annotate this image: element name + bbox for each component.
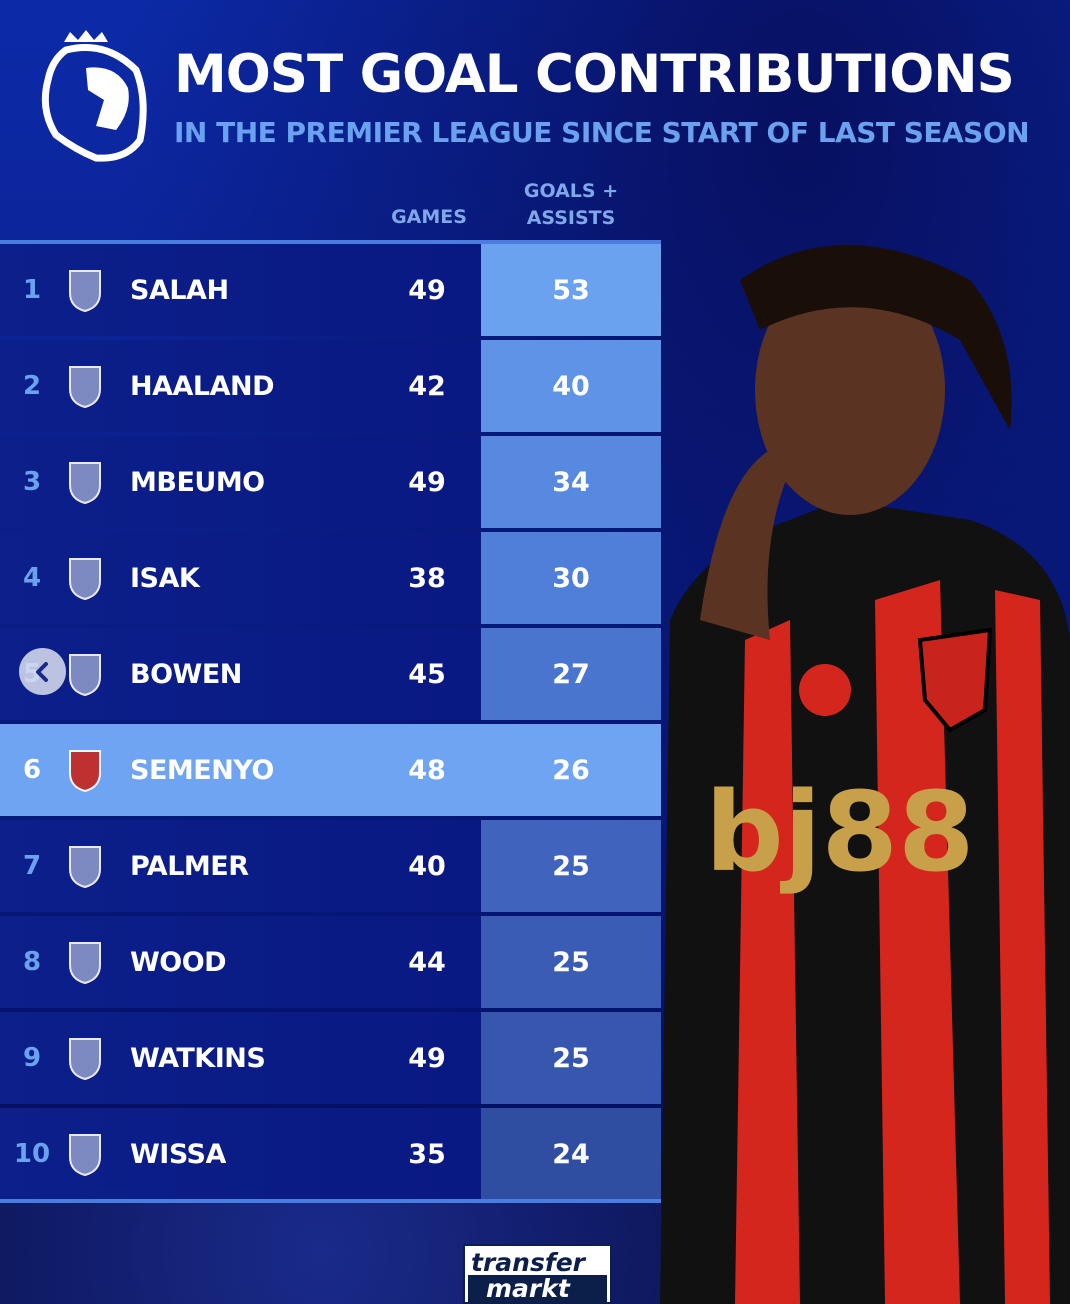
column-header-games: GAMES xyxy=(391,206,467,228)
table-row: 10 WISSA 35 24 xyxy=(0,1108,661,1200)
games-value: 40 xyxy=(408,850,446,882)
table-row: 1 SALAH 49 53 xyxy=(0,244,661,336)
goals-assists-value: 25 xyxy=(481,916,661,1008)
club-crest-icon xyxy=(69,654,101,697)
sponsor-text: bj88 xyxy=(705,768,975,896)
page-title: MOST GOAL CONTRIBUTIONS xyxy=(174,44,1015,105)
column-header-line: ASSISTS xyxy=(526,207,616,229)
player-name: SEMENYO xyxy=(130,754,274,786)
brand-line-2: markt xyxy=(468,1275,607,1303)
rank: 3 xyxy=(22,467,42,497)
rank: 10 xyxy=(13,1139,51,1169)
player-name: PALMER xyxy=(130,850,249,882)
games-value: 49 xyxy=(408,466,446,498)
player-name: ISAK xyxy=(130,562,200,594)
club-crest-icon xyxy=(69,558,101,601)
club-crest-icon xyxy=(69,1038,101,1081)
table-row: 5 BOWEN 45 27 xyxy=(0,628,661,720)
games-value: 49 xyxy=(408,274,446,306)
goals-assists-value: 34 xyxy=(481,436,661,528)
rank: 8 xyxy=(22,947,42,977)
rank: 2 xyxy=(22,371,42,401)
club-crest-icon xyxy=(69,942,101,985)
rank: 9 xyxy=(22,1043,42,1073)
goals-assists-value: 27 xyxy=(481,628,661,720)
table-row: 9 WATKINS 49 25 xyxy=(0,1012,661,1104)
table-row: 2 HAALAND 42 40 xyxy=(0,340,661,432)
column-header-line: GOALS + xyxy=(523,180,619,202)
goals-assists-value: 24 xyxy=(481,1108,661,1200)
column-header-goals-assists: GOALS + ASSISTS xyxy=(511,178,631,232)
goals-assists-value: 40 xyxy=(481,340,661,432)
club-crest-icon xyxy=(69,1134,101,1177)
games-value: 42 xyxy=(408,370,446,402)
table-top-rule xyxy=(0,240,661,244)
goals-assists-value: 53 xyxy=(481,244,661,336)
player-photo: bj88 xyxy=(660,245,1070,1304)
player-name: WOOD xyxy=(130,946,227,978)
rank: 4 xyxy=(22,563,42,593)
table-row: 4 ISAK 38 30 xyxy=(0,532,661,624)
goals-assists-value: 25 xyxy=(481,820,661,912)
table-row: 6 SEMENYO 48 26 xyxy=(0,724,661,816)
brand-line-1: transfer xyxy=(471,1248,585,1277)
goals-assists-value: 30 xyxy=(481,532,661,624)
club-crest-icon xyxy=(69,846,101,889)
rank: 1 xyxy=(22,275,42,305)
player-name: SALAH xyxy=(130,274,229,306)
player-name: HAALAND xyxy=(130,370,275,402)
back-button[interactable] xyxy=(19,648,66,695)
transfermarkt-logo: transfer markt xyxy=(463,1244,612,1304)
rank: 7 xyxy=(22,851,42,881)
games-value: 48 xyxy=(408,754,446,786)
chevron-left-icon xyxy=(35,661,48,682)
bournemouth-badge xyxy=(917,627,993,733)
page-subtitle: IN THE PREMIER LEAGUE SINCE START OF LAS… xyxy=(174,116,1030,149)
club-crest-icon xyxy=(69,750,101,793)
games-value: 35 xyxy=(408,1138,446,1170)
games-value: 45 xyxy=(408,658,446,690)
games-value: 44 xyxy=(408,946,446,978)
goals-assists-value: 25 xyxy=(481,1012,661,1104)
player-name: WATKINS xyxy=(130,1042,266,1074)
rank: 6 xyxy=(22,755,42,785)
club-crest-icon xyxy=(69,366,101,409)
games-value: 49 xyxy=(408,1042,446,1074)
table-row: 7 PALMER 40 25 xyxy=(0,820,661,912)
games-value: 38 xyxy=(408,562,446,594)
premier-league-logo xyxy=(41,30,147,162)
table-bottom-rule xyxy=(0,1199,661,1203)
goals-assists-value: 26 xyxy=(481,724,661,816)
player-name: BOWEN xyxy=(130,658,242,690)
player-name: MBEUMO xyxy=(130,466,265,498)
club-crest-icon xyxy=(69,270,101,313)
player-name: WISSA xyxy=(130,1138,226,1170)
poppy-icon xyxy=(799,664,851,716)
club-crest-icon xyxy=(69,462,101,505)
table-row: 3 MBEUMO 49 34 xyxy=(0,436,661,528)
table-row: 8 WOOD 44 25 xyxy=(0,916,661,1008)
